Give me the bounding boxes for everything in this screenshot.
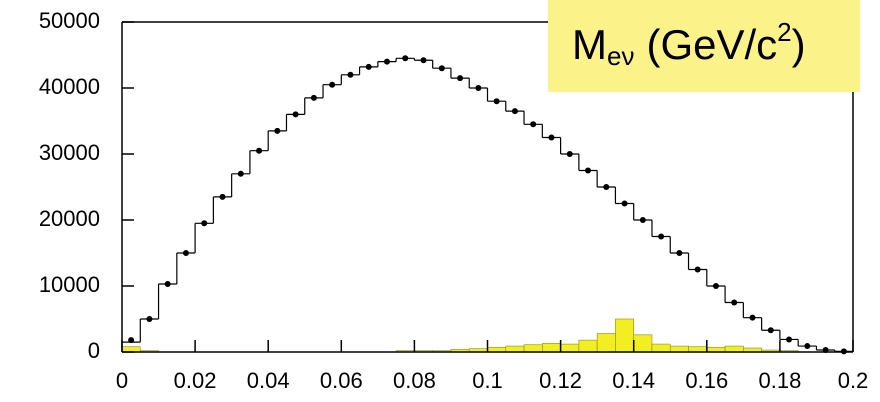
label-base: M [572, 21, 607, 68]
data-point [804, 343, 811, 350]
data-point [457, 75, 464, 82]
data-point [530, 121, 537, 128]
data-point [383, 58, 390, 65]
mc-bar [651, 343, 671, 353]
y-tick-label: 40000 [39, 74, 100, 99]
mc-bar [596, 333, 616, 353]
data-point [310, 94, 317, 101]
mc-bar [615, 318, 634, 353]
data-point [146, 316, 153, 322]
mc-bar [633, 334, 653, 353]
data-point [621, 200, 628, 207]
data-point [182, 250, 189, 256]
mc-bar [560, 343, 580, 353]
mc-bar [523, 344, 543, 353]
mc-bar [505, 345, 525, 353]
data-point [767, 327, 774, 334]
y-tick-label: 30000 [39, 140, 100, 165]
mc-bar [542, 343, 561, 353]
data-point [256, 147, 263, 154]
label-sub: eν [607, 41, 634, 71]
x-tick-label: 0.18 [758, 368, 801, 393]
x-tick-label: 0.12 [539, 368, 582, 393]
x-tick-label: 0.14 [612, 368, 655, 393]
mc-bar [669, 345, 689, 353]
data-point [786, 336, 793, 343]
data-point [658, 233, 665, 240]
x-tick-label: 0.02 [174, 368, 217, 393]
data-point [676, 250, 683, 256]
data-point [365, 63, 372, 70]
plot-area: 0 10000 20000 30000 40000 50000 0 0.02 0.04 0.06 0… [39, 8, 868, 393]
data-point [639, 217, 646, 223]
x-tick-label: 0.1 [472, 368, 503, 393]
data-point [493, 98, 500, 105]
data-point [274, 127, 281, 134]
data-point [603, 184, 610, 190]
data-point [694, 266, 701, 273]
mc-bar [578, 339, 598, 353]
data-point [438, 65, 445, 72]
data-point [712, 283, 719, 289]
data-point [548, 134, 555, 141]
y-tick-label: 0 [88, 338, 100, 363]
data-point [566, 151, 573, 157]
data-point [237, 170, 244, 177]
data-point [749, 314, 756, 321]
data-point [585, 167, 592, 174]
x-tick-label: 0.16 [685, 368, 728, 393]
data-point [420, 57, 427, 64]
x-tick-label: 0 [116, 368, 128, 393]
y-tick-label: 10000 [39, 272, 100, 297]
mc-bar [688, 346, 708, 353]
label-close: ) [792, 21, 806, 68]
x-tick-label: 0.2 [838, 368, 869, 393]
label-unit: (GeV/c [646, 21, 777, 68]
data-point [219, 193, 226, 200]
data-point [347, 71, 354, 78]
data-point [329, 81, 336, 88]
data-point [201, 220, 208, 227]
data-point [402, 55, 409, 62]
y-tick-label: 20000 [39, 206, 100, 231]
x-tick-label: 0.04 [247, 368, 290, 393]
x-tick-label: 0.08 [393, 368, 436, 393]
data-point [292, 111, 299, 118]
label-box [548, 0, 860, 92]
x-axis-label: Meν (GeV/c2) [572, 17, 806, 71]
label-sup: 2 [777, 17, 791, 47]
mc-bar [724, 345, 744, 353]
y-tick-label: 50000 [39, 8, 100, 33]
x-tick-label: 0.06 [320, 368, 363, 393]
data-point [164, 281, 171, 288]
data-point [731, 299, 738, 306]
mc-bar [121, 346, 141, 353]
data-point [475, 85, 482, 91]
data-point [128, 337, 135, 344]
data-point [511, 108, 518, 115]
